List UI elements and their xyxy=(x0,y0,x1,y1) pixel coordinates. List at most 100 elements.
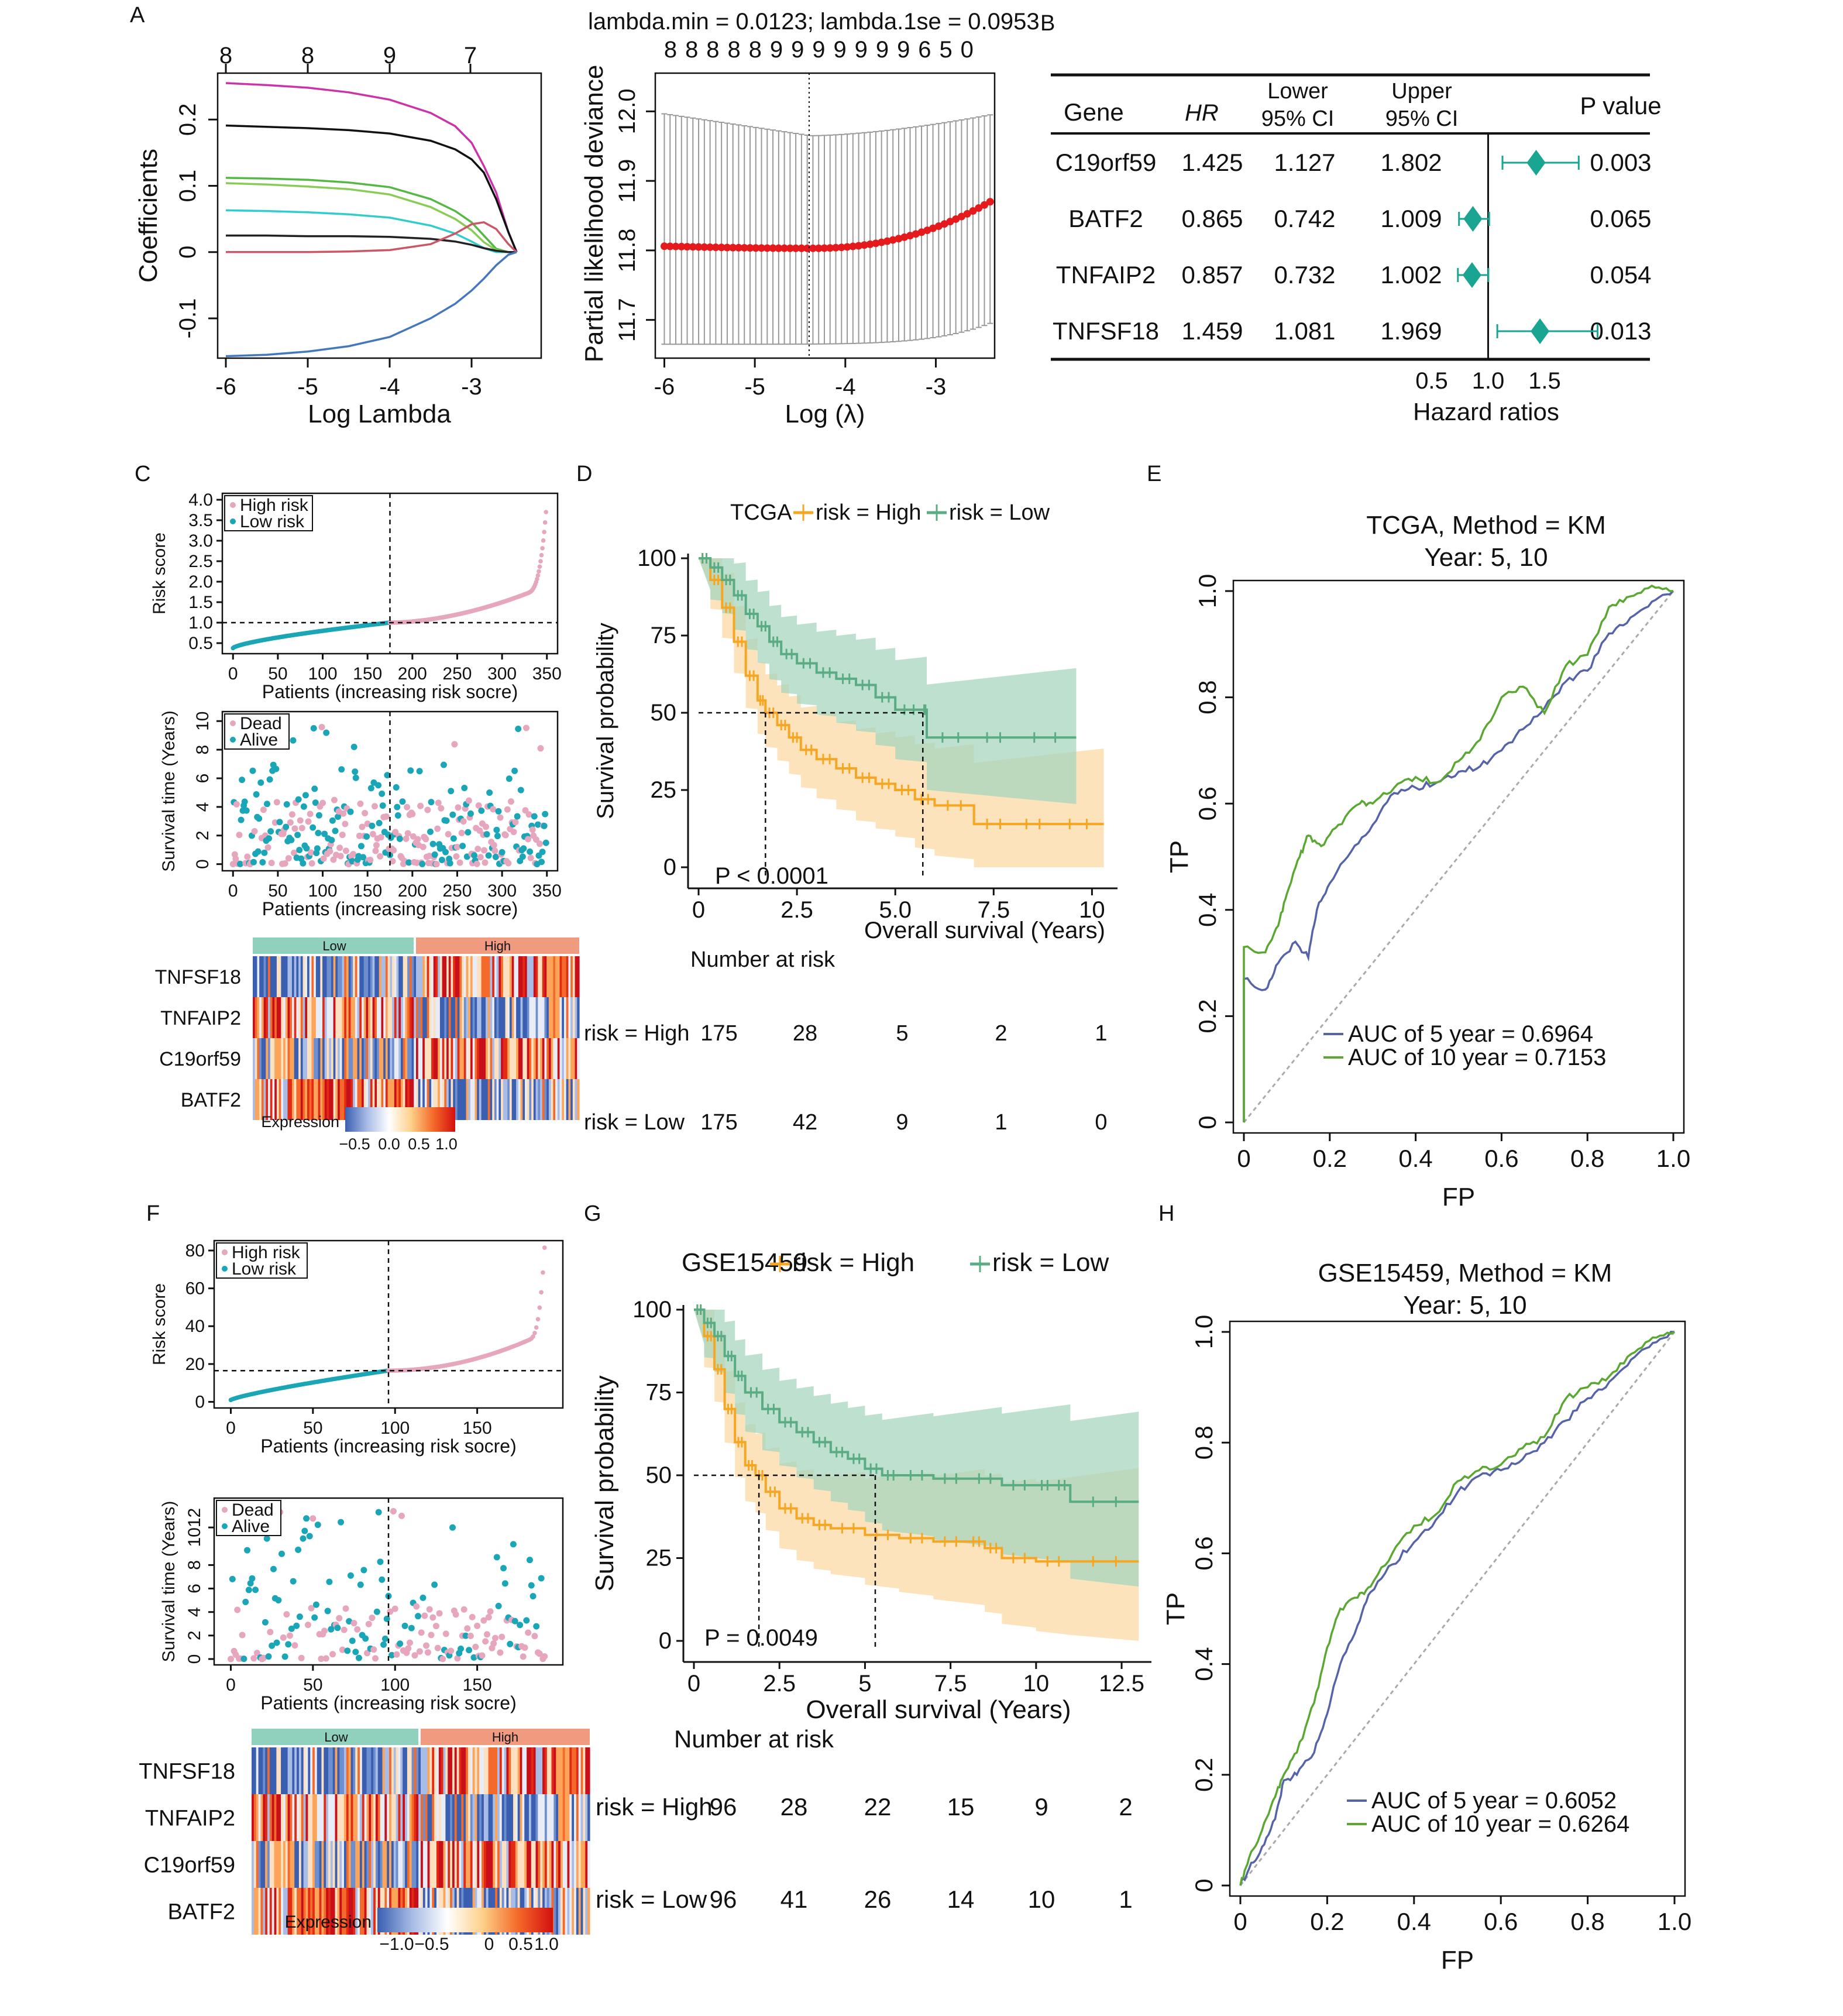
survival-point xyxy=(431,851,438,858)
cv-point xyxy=(963,210,971,218)
heat-cell xyxy=(493,1747,496,1794)
heat-cell xyxy=(283,956,286,997)
heat-cell xyxy=(385,997,388,1038)
heat-cell xyxy=(518,1038,521,1079)
heat-cell xyxy=(302,1038,305,1079)
survival-point xyxy=(310,724,317,731)
survival-point xyxy=(465,797,472,804)
heat-cell xyxy=(570,956,573,997)
survival-point xyxy=(460,818,467,825)
survival-point xyxy=(321,1627,328,1634)
survival-point xyxy=(462,1632,469,1639)
row-hr: 1.459 xyxy=(1181,317,1243,345)
survival-point xyxy=(266,776,273,783)
heat-cell xyxy=(392,997,395,1038)
cv-point xyxy=(689,243,697,251)
hr-tick-label: 1.5 xyxy=(1528,368,1561,394)
survival-point xyxy=(288,836,295,843)
heat-cell xyxy=(392,956,395,997)
heat-cell xyxy=(453,1079,456,1120)
survival-point xyxy=(485,1614,492,1621)
risk-count-high: 2 xyxy=(1119,1793,1132,1821)
heat-cell xyxy=(407,1794,410,1841)
heat-cell xyxy=(291,997,295,1038)
heat-cell xyxy=(429,997,432,1038)
survival-point xyxy=(273,1639,280,1646)
survival-point xyxy=(310,1515,317,1522)
heat-cell xyxy=(405,1841,408,1888)
heat-cell xyxy=(409,1038,412,1079)
y-tick-label: 11.8 xyxy=(614,228,640,272)
cv-point xyxy=(855,242,863,250)
heat-cell xyxy=(407,1079,410,1120)
heat-cell xyxy=(483,997,486,1038)
cv-point xyxy=(729,243,737,252)
col-lower: Lower xyxy=(1267,79,1328,104)
heat-cell xyxy=(271,1794,275,1841)
heat-cell xyxy=(515,1794,518,1841)
heat-cell xyxy=(438,1841,442,1888)
heat-cell xyxy=(377,1038,380,1079)
heat-cell xyxy=(292,1841,295,1888)
survival-point xyxy=(420,843,427,850)
heat-cell xyxy=(483,1841,487,1888)
survival-point xyxy=(498,1633,506,1640)
heat-cell xyxy=(314,1794,318,1841)
risk-count-low: 10 xyxy=(1028,1886,1055,1913)
survival-point xyxy=(510,1541,517,1548)
heat-cell xyxy=(540,1841,543,1888)
legend-label: risk = High xyxy=(792,1248,914,1277)
survival-point xyxy=(288,1625,295,1632)
survival-point xyxy=(243,807,250,814)
survival-point xyxy=(510,829,517,836)
heat-cell xyxy=(331,956,334,997)
heat-cell xyxy=(509,1079,513,1120)
survival-point xyxy=(260,1654,267,1661)
row-gene: TNFSF18 xyxy=(1053,317,1159,345)
col-pvalue: P value xyxy=(1580,92,1661,119)
heat-cell xyxy=(515,1841,518,1888)
survival-point xyxy=(511,1617,518,1625)
heat-cell xyxy=(468,956,471,997)
x-tick-label: 150 xyxy=(353,881,382,901)
survival-point xyxy=(369,830,376,837)
legend-dot-low xyxy=(230,518,236,524)
group-low-label: Low xyxy=(322,939,346,953)
heat-cell xyxy=(328,1794,331,1841)
heat-cell xyxy=(309,997,312,1038)
heat-cell xyxy=(421,1747,424,1794)
heat-cell xyxy=(580,1888,584,1935)
gene-label: TNFAIP2 xyxy=(160,1007,241,1029)
heat-cell xyxy=(563,956,567,997)
cv-point xyxy=(672,242,680,250)
survival-point xyxy=(342,847,349,854)
roc-title: GSE15459, Method = KM xyxy=(1318,1259,1612,1287)
heat-cell xyxy=(533,1038,537,1079)
heat-cell xyxy=(505,956,508,997)
survival-point xyxy=(283,823,290,830)
heat-cell xyxy=(305,1079,308,1120)
heat-cell xyxy=(391,1794,394,1841)
cv-point xyxy=(758,244,766,252)
heat-cell xyxy=(343,1747,347,1794)
heat-cell xyxy=(544,1747,548,1794)
survival-point xyxy=(394,803,401,810)
heat-cell xyxy=(418,956,421,997)
y-axis-label: TP xyxy=(1165,840,1194,873)
survival-point xyxy=(422,836,429,843)
heat-cell xyxy=(297,1888,300,1935)
heat-cell xyxy=(359,1794,363,1841)
heat-cell xyxy=(495,1841,498,1888)
heat-cell xyxy=(383,997,386,1038)
heat-cell xyxy=(546,1794,550,1841)
heat-cell xyxy=(549,1841,552,1888)
heat-cell xyxy=(482,1841,484,1888)
gene-label: BATF2 xyxy=(181,1089,241,1111)
y-tick-label: 75 xyxy=(646,1380,672,1406)
hr-axis-label: Hazard ratios xyxy=(1413,398,1559,425)
heat-cell xyxy=(265,1747,268,1794)
heat-cell xyxy=(311,997,314,1038)
heat-cell xyxy=(435,997,438,1038)
heat-cell xyxy=(506,1841,509,1888)
